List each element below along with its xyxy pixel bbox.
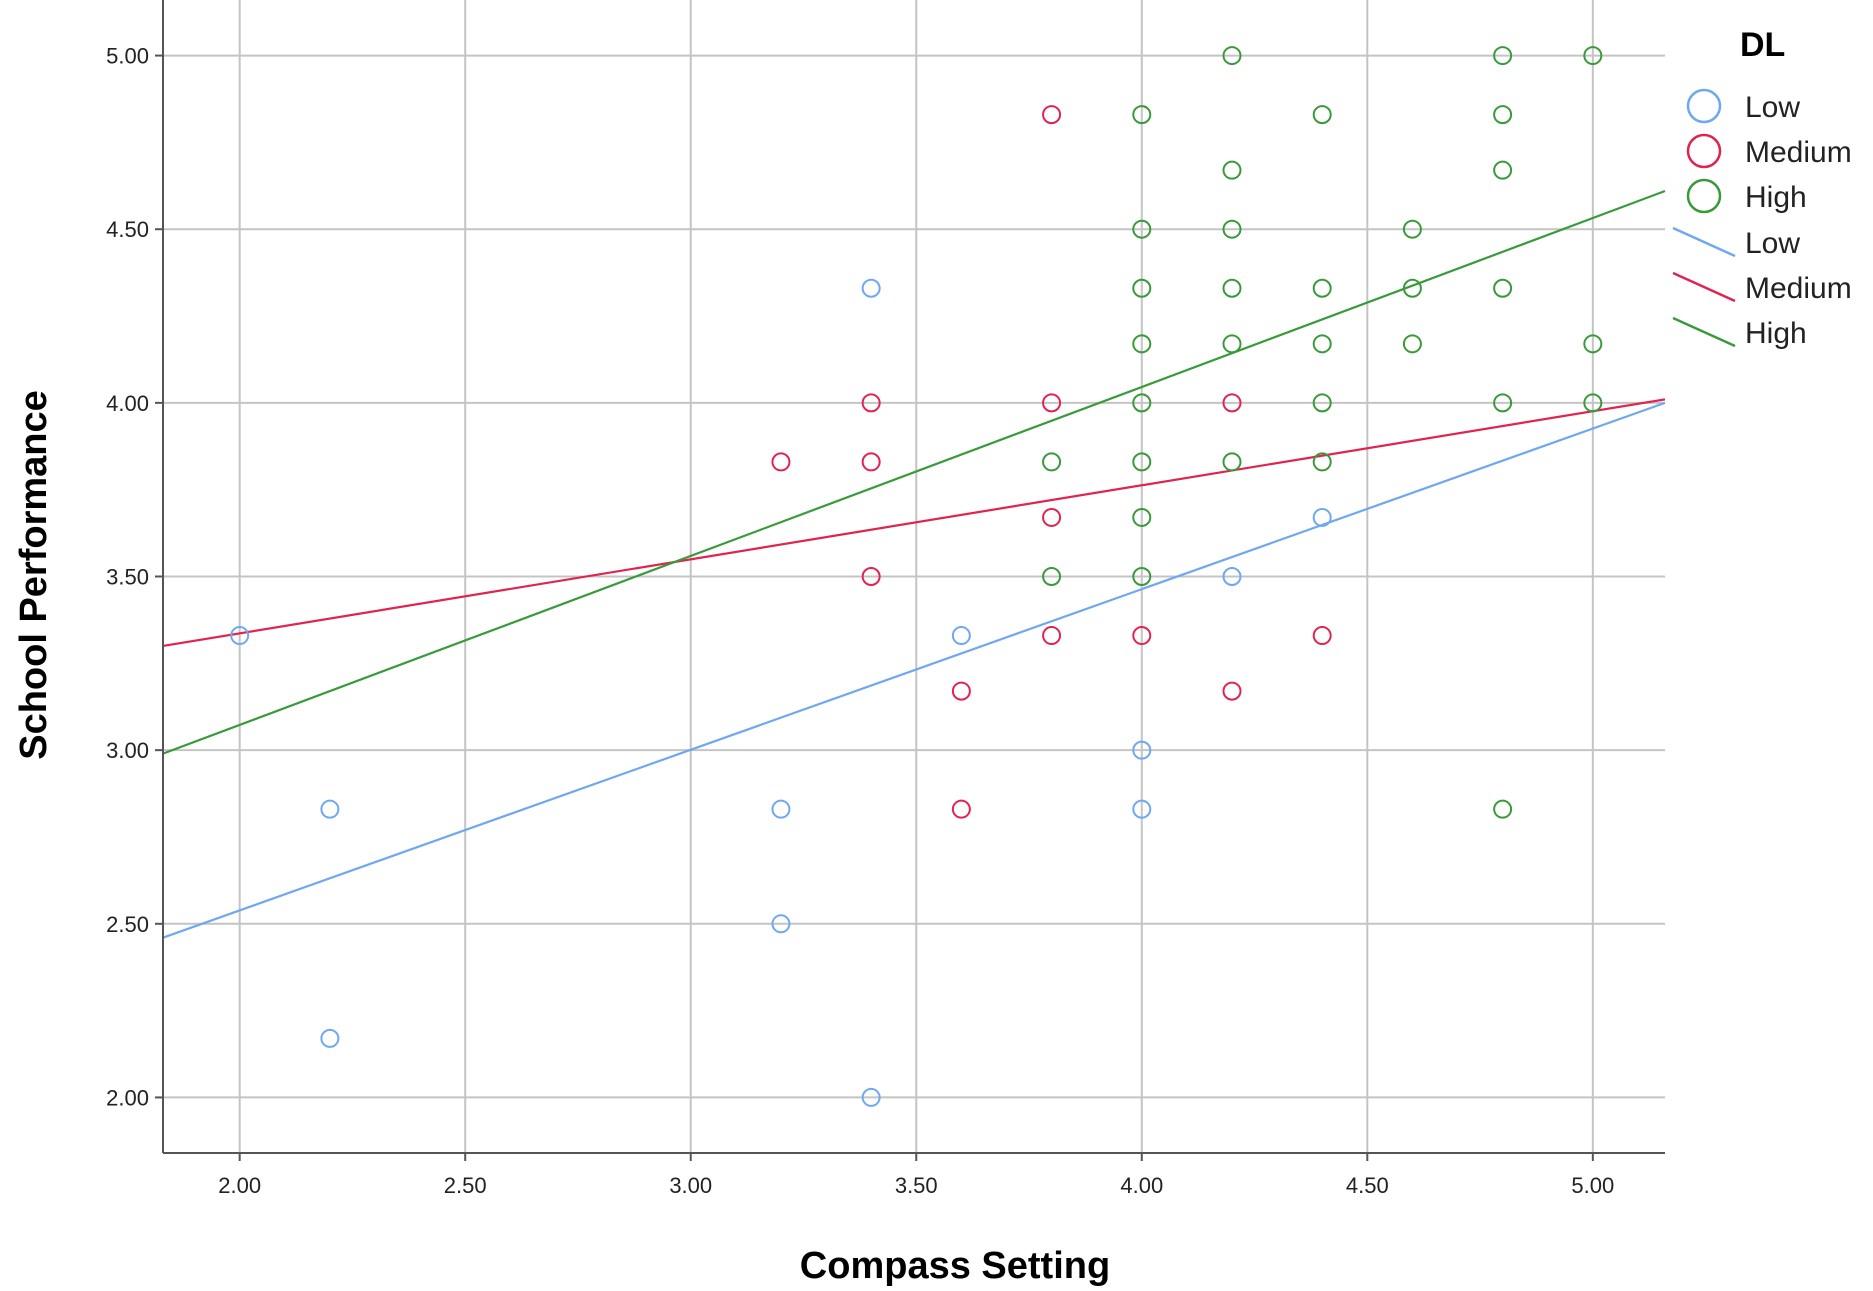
point-medium-9 [1042,626,1062,646]
legend-line-high [1672,316,1736,348]
point-high-6 [1132,393,1152,413]
point-high-7 [1132,452,1152,472]
point-low-4 [771,914,791,934]
point-medium-6 [1042,105,1062,125]
point-low-9 [1132,799,1152,819]
point-high-4 [1132,278,1152,298]
point-low-0 [230,626,250,646]
point-medium-2 [861,452,881,472]
point-medium-0 [771,452,791,472]
point-low-1 [320,799,340,819]
y-tick-label-2: 3.00 [106,738,149,763]
point-high-12 [1222,219,1242,239]
point-low-5 [861,278,881,298]
point-high-8 [1132,507,1152,527]
point-low-11 [1312,507,1332,527]
point-high-20 [1312,452,1332,472]
point-high-15 [1222,452,1242,472]
legend-label-marker-low: Low [1745,91,1800,124]
data-points [230,46,1603,1107]
point-medium-1 [861,393,881,413]
y-tick-label-0: 2.00 [106,1085,149,1110]
point-high-28 [1493,393,1513,413]
y-tick-label-5: 4.50 [106,217,149,242]
point-high-32 [1583,393,1603,413]
legend-title: DL [1740,26,1785,64]
y-tick-label-4: 4.00 [106,391,149,416]
x-tick-label-6: 5.00 [1571,1173,1614,1198]
y-tick-labels: 2.00 2.50 3.00 3.50 4.00 4.50 5.00 [106,44,149,1111]
point-high-5 [1132,334,1152,354]
point-high-17 [1312,278,1332,298]
point-high-27 [1493,278,1513,298]
legend-label-marker-medium: Medium [1745,136,1852,169]
legend-label-line-low: Low [1745,227,1800,260]
fit-line-high [162,189,1666,755]
x-tick-labels: 2.00 2.50 3.00 3.50 4.00 4.50 5.00 [218,1173,1614,1198]
point-high-0 [1042,452,1062,472]
point-high-3 [1132,219,1152,239]
point-high-23 [1402,334,1422,354]
legend-label-line-medium: Medium [1745,272,1852,305]
point-medium-4 [951,681,971,701]
point-high-25 [1493,105,1513,125]
point-low-8 [1132,740,1152,760]
legend-line-medium [1672,271,1736,303]
legend-marker-high [1686,178,1722,214]
legend-marker-medium [1686,133,1722,169]
point-high-22 [1402,278,1422,298]
x-tick-label-1: 2.50 [444,1173,487,1198]
point-high-14 [1222,334,1242,354]
legend-label-line-high: High [1745,317,1807,350]
point-low-7 [951,626,971,646]
axes [162,0,1665,1154]
point-high-2 [1132,105,1152,125]
point-high-24 [1493,46,1513,66]
point-medium-5 [951,799,971,819]
point-medium-7 [1042,393,1062,413]
point-medium-8 [1042,507,1062,527]
point-low-2 [320,1028,340,1048]
legend: DL Low Medium High Low Medium High [1672,26,1852,350]
x-tick-label-4: 4.00 [1120,1173,1163,1198]
point-medium-13 [1312,626,1332,646]
point-high-21 [1402,219,1422,239]
legend-marker-low [1686,88,1722,124]
point-high-16 [1312,105,1332,125]
point-medium-12 [1222,681,1242,701]
y-tick-label-6: 5.00 [106,44,149,69]
x-tick-label-2: 3.00 [669,1173,712,1198]
point-high-30 [1583,46,1603,66]
fit-lines [162,189,1666,939]
x-tick-label-3: 3.50 [895,1173,938,1198]
legend-label-marker-high: High [1745,181,1807,214]
point-high-31 [1583,334,1603,354]
x-tick-label-0: 2.00 [218,1173,261,1198]
point-medium-3 [861,567,881,586]
point-high-29 [1493,799,1513,819]
point-medium-11 [1222,393,1242,413]
y-axis-title: School Performance [13,390,55,760]
point-low-10 [1222,567,1242,586]
point-high-19 [1312,393,1332,413]
legend-line-low [1672,226,1736,258]
point-high-13 [1222,278,1242,298]
point-high-18 [1312,334,1332,354]
point-high-10 [1222,46,1242,66]
y-tick-label-3: 3.50 [106,565,149,590]
grid [155,0,1665,1161]
y-tick-label-1: 2.50 [106,912,149,937]
point-high-9 [1132,567,1152,586]
fit-line-medium [162,398,1666,648]
x-axis-title: Compass Setting [800,1245,1110,1287]
x-tick-label-5: 4.50 [1346,1173,1389,1198]
point-high-1 [1042,567,1062,586]
point-high-11 [1222,160,1242,180]
point-high-26 [1493,160,1513,180]
point-medium-10 [1132,626,1152,646]
point-low-3 [771,799,791,819]
fit-line-low [162,401,1666,939]
point-low-6 [861,1087,881,1107]
